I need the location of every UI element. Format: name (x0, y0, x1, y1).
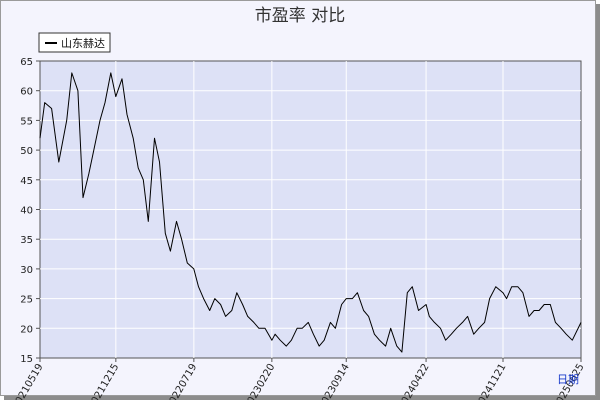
x-tick-label: 20210519 (11, 362, 46, 400)
y-tick-label: 15 (20, 354, 33, 365)
x-axis-label: 日期 (557, 373, 579, 386)
legend: 山东赫达 (38, 32, 111, 53)
y-tick-label: 25 (20, 295, 33, 306)
x-axis: 20210519 20211215 20220719 20230220 20230914… (11, 358, 587, 400)
y-tick-label: 20 (20, 324, 33, 335)
y-tick-label: 35 (20, 235, 33, 246)
x-tick-label: 20230914 (317, 362, 352, 400)
chart-title: 市盈率 对比 (255, 6, 345, 26)
y-axis: 15 20 25 30 35 40 45 50 55 60 65 (20, 57, 40, 365)
y-tick-label: 50 (20, 146, 33, 157)
y-tick-label: 45 (20, 176, 33, 187)
legend-box (38, 32, 111, 53)
y-tick-label: 60 (20, 87, 33, 98)
y-tick-label: 65 (20, 57, 33, 68)
x-tick-label: 20240422 (397, 362, 432, 400)
grid (40, 61, 581, 358)
x-tick-label: 20211215 (86, 362, 121, 400)
y-tick-label: 30 (20, 265, 33, 276)
x-tick-label: 20241121 (474, 362, 509, 400)
x-tick-label: 20220719 (164, 362, 199, 400)
y-tick-label: 55 (20, 116, 33, 127)
series-line (39, 72, 582, 353)
legend-label: 山东赫达 (61, 37, 105, 50)
x-tick-label: 20230220 (242, 362, 277, 400)
y-tick-label: 40 (20, 206, 33, 217)
series-layer (39, 72, 582, 353)
